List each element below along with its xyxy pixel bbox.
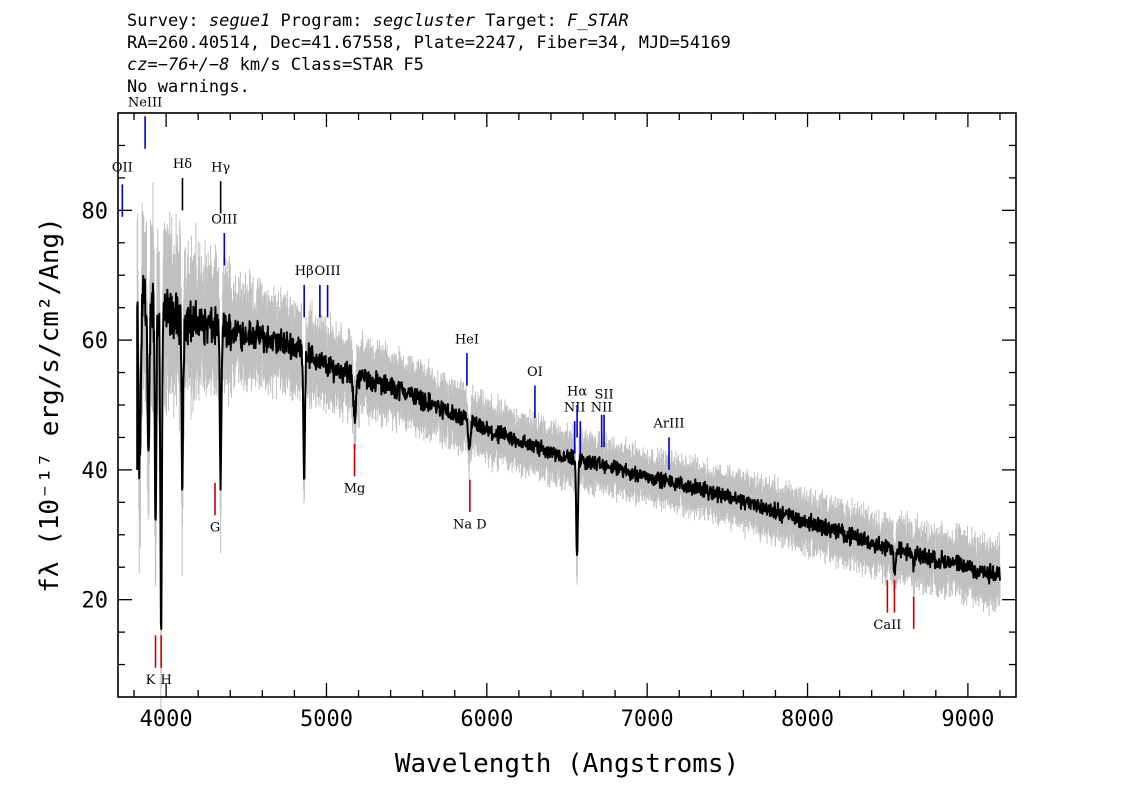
flux-line <box>136 274 1001 631</box>
cz-label: cz= <box>127 55 158 75</box>
line-label-oii: OII <box>112 160 133 175</box>
line-label-nii: NII <box>564 400 586 415</box>
header-line-warnings: No warnings. <box>127 77 250 97</box>
line-label-ariii: ArIII <box>652 417 684 432</box>
class-text: km/s Class=STAR F5 <box>229 55 424 75</box>
x-tick-label: 4000 <box>140 707 193 732</box>
line-label-caii: CaII <box>873 618 901 633</box>
y-axis-label: fλ (10⁻¹⁷ erg/s/cm²/Ang) <box>35 217 65 593</box>
y-tick-label: 80 <box>82 199 109 224</box>
y-tick-label: 40 <box>82 459 109 484</box>
line-label-g: G <box>210 521 220 536</box>
x-tick-label: 8000 <box>781 707 834 732</box>
x-tick-label: 9000 <box>941 707 994 732</box>
axis-ticks: 4000 5000 6000 7000 8000 9000 20 40 60 80 <box>82 113 1016 732</box>
line-label-nii: NII <box>591 400 613 415</box>
line-label-h-: Hβ <box>295 264 314 279</box>
error-band-path <box>136 182 1001 720</box>
line-label-h-: Hδ <box>173 157 192 172</box>
line-label-h: H <box>160 673 171 688</box>
program-value: segcluster <box>372 11 476 31</box>
cz-value: −76+/−8 <box>157 55 230 75</box>
y-tick-label: 60 <box>82 329 109 354</box>
line-label-neiii: NeIII <box>128 96 162 111</box>
x-tick-label: 6000 <box>460 707 513 732</box>
header-line-redshift: cz=−76+/−8 km/s Class=STAR F5 <box>127 54 731 76</box>
x-tick-label: 5000 <box>300 707 353 732</box>
program-label: Program: <box>270 11 373 31</box>
line-label-mg: Mg <box>344 482 366 497</box>
target-label: Target: <box>475 11 568 31</box>
flux-series <box>136 274 1001 631</box>
target-value: F_STAR <box>567 11 629 31</box>
error-band <box>136 182 1001 720</box>
header-line-survey: Survey: segue1 Program: segcluster Targe… <box>127 10 731 32</box>
line-label-oi: OI <box>527 365 543 380</box>
line-label-k: K <box>146 673 156 688</box>
spectrum-header: Survey: segue1 Program: segcluster Targe… <box>127 10 731 98</box>
line-label-h-: Hα <box>567 384 587 399</box>
line-label-hei: HeI <box>455 332 479 347</box>
header-line-coordinates: RA=260.40514, Dec=41.67558, Plate=2247, … <box>127 33 731 53</box>
line-label-sii: SII <box>594 388 613 403</box>
line-label-h-: Hγ <box>211 160 230 175</box>
line-label-oiii: OIII <box>211 212 237 227</box>
y-tick-label: 20 <box>82 589 109 614</box>
x-tick-label: 7000 <box>621 707 674 732</box>
x-axis-label: Wavelength (Angstroms) <box>395 749 739 779</box>
survey-value: segue1 <box>208 11 271 31</box>
line-label-oiii: OIII <box>315 264 341 279</box>
line-label-na-d: Na D <box>453 517 487 532</box>
survey-label: Survey: <box>127 11 209 31</box>
